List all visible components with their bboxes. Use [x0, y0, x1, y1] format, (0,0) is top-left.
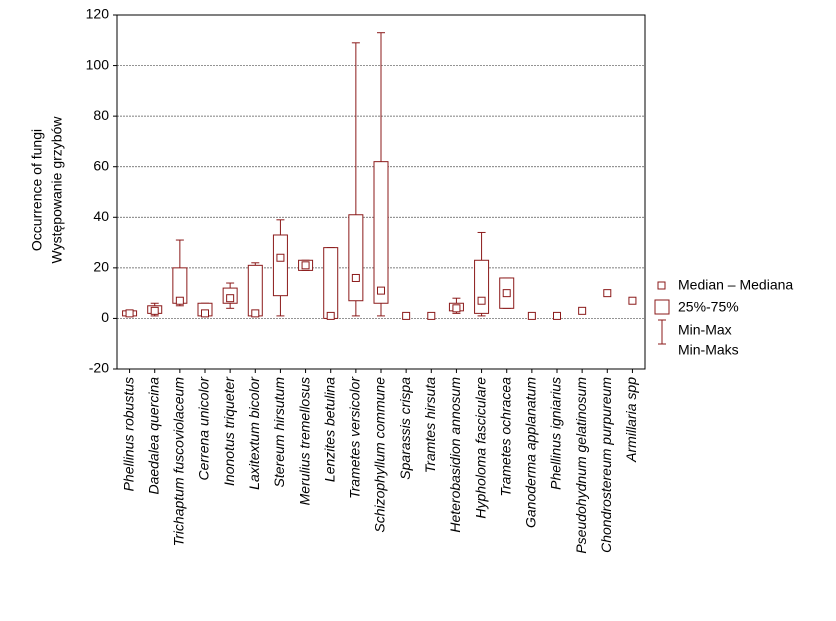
x-tick-label: Armillaria spp — [623, 377, 639, 463]
median — [251, 309, 260, 318]
legend-box-swatch — [654, 299, 670, 315]
y-tick-label: 0 — [101, 309, 109, 325]
x-tick-label: Sparassis crispa — [397, 377, 413, 480]
legend-median-swatch — [657, 281, 666, 290]
y-tick-label: 60 — [93, 157, 109, 173]
x-tick-label: Heterobasidion annosum — [447, 377, 463, 533]
x-tick-label: Stereum hirsutum — [271, 377, 287, 488]
y-axis-label: Występowanie grzybów — [49, 116, 65, 264]
median — [628, 296, 637, 305]
y-tick-label: 20 — [93, 259, 109, 275]
median — [427, 311, 436, 320]
median — [125, 309, 134, 318]
y-tick-label: 80 — [93, 107, 109, 123]
median — [553, 311, 561, 320]
y-tick-label: 40 — [93, 208, 109, 224]
median — [402, 311, 411, 320]
x-tick-label: Ganoderma applanatum — [523, 377, 539, 528]
x-tick-label: Lenzites betulina — [321, 377, 337, 482]
median — [377, 286, 385, 295]
x-tick-label: Inonotus triqueter — [221, 376, 237, 486]
box — [474, 259, 490, 314]
x-tick-label: Trametes ochracea — [497, 377, 513, 497]
y-tick-label: 120 — [86, 6, 110, 22]
box — [348, 214, 364, 302]
median — [226, 294, 235, 303]
x-tick-label: Trichaptum fuscoviolaceum — [171, 377, 187, 547]
legend-label: Median – Mediana — [678, 277, 793, 293]
legend-label: Min-Max — [678, 322, 732, 338]
x-tick-label: Merulius tremellosus — [296, 377, 312, 505]
box — [247, 264, 263, 317]
median — [578, 306, 587, 315]
x-tick-label: Phellinus igniarius — [548, 377, 564, 490]
box — [373, 161, 389, 304]
x-tick-label: Schizophyllum commune — [372, 377, 388, 533]
x-tick-label: Hypholoma fasciculare — [472, 377, 488, 519]
x-tick-label: Trametes versicolor — [347, 376, 363, 499]
box — [272, 234, 288, 297]
box — [323, 247, 339, 319]
legend-label: Min-Maks — [678, 342, 739, 358]
y-axis-label: Occurrence of fungi — [29, 129, 45, 251]
x-tick-label: Daedalea quercina — [145, 377, 161, 495]
median — [201, 309, 209, 318]
legend-label: 25%-75% — [678, 299, 739, 315]
median — [301, 261, 310, 270]
x-tick-label: Laxitextum bicolor — [246, 376, 262, 490]
median — [502, 289, 511, 298]
median — [527, 311, 536, 320]
median — [477, 296, 486, 305]
median — [351, 273, 360, 282]
median — [150, 306, 159, 315]
median — [452, 304, 461, 313]
y-tick-label: -20 — [89, 360, 109, 376]
x-tick-label: Phellinus robustus — [120, 377, 136, 491]
x-tick-label: Chondrostereum purpureum — [598, 377, 614, 553]
median — [276, 253, 285, 262]
x-tick-label: Cerrena unicolor — [196, 376, 212, 481]
median — [326, 311, 335, 320]
x-tick-label: Pseudohydnum gelatinosum — [573, 377, 589, 554]
median — [603, 289, 612, 298]
median — [175, 296, 184, 305]
y-tick-label: 100 — [86, 56, 110, 72]
x-tick-label: Tramtes hirsuta — [422, 377, 438, 473]
